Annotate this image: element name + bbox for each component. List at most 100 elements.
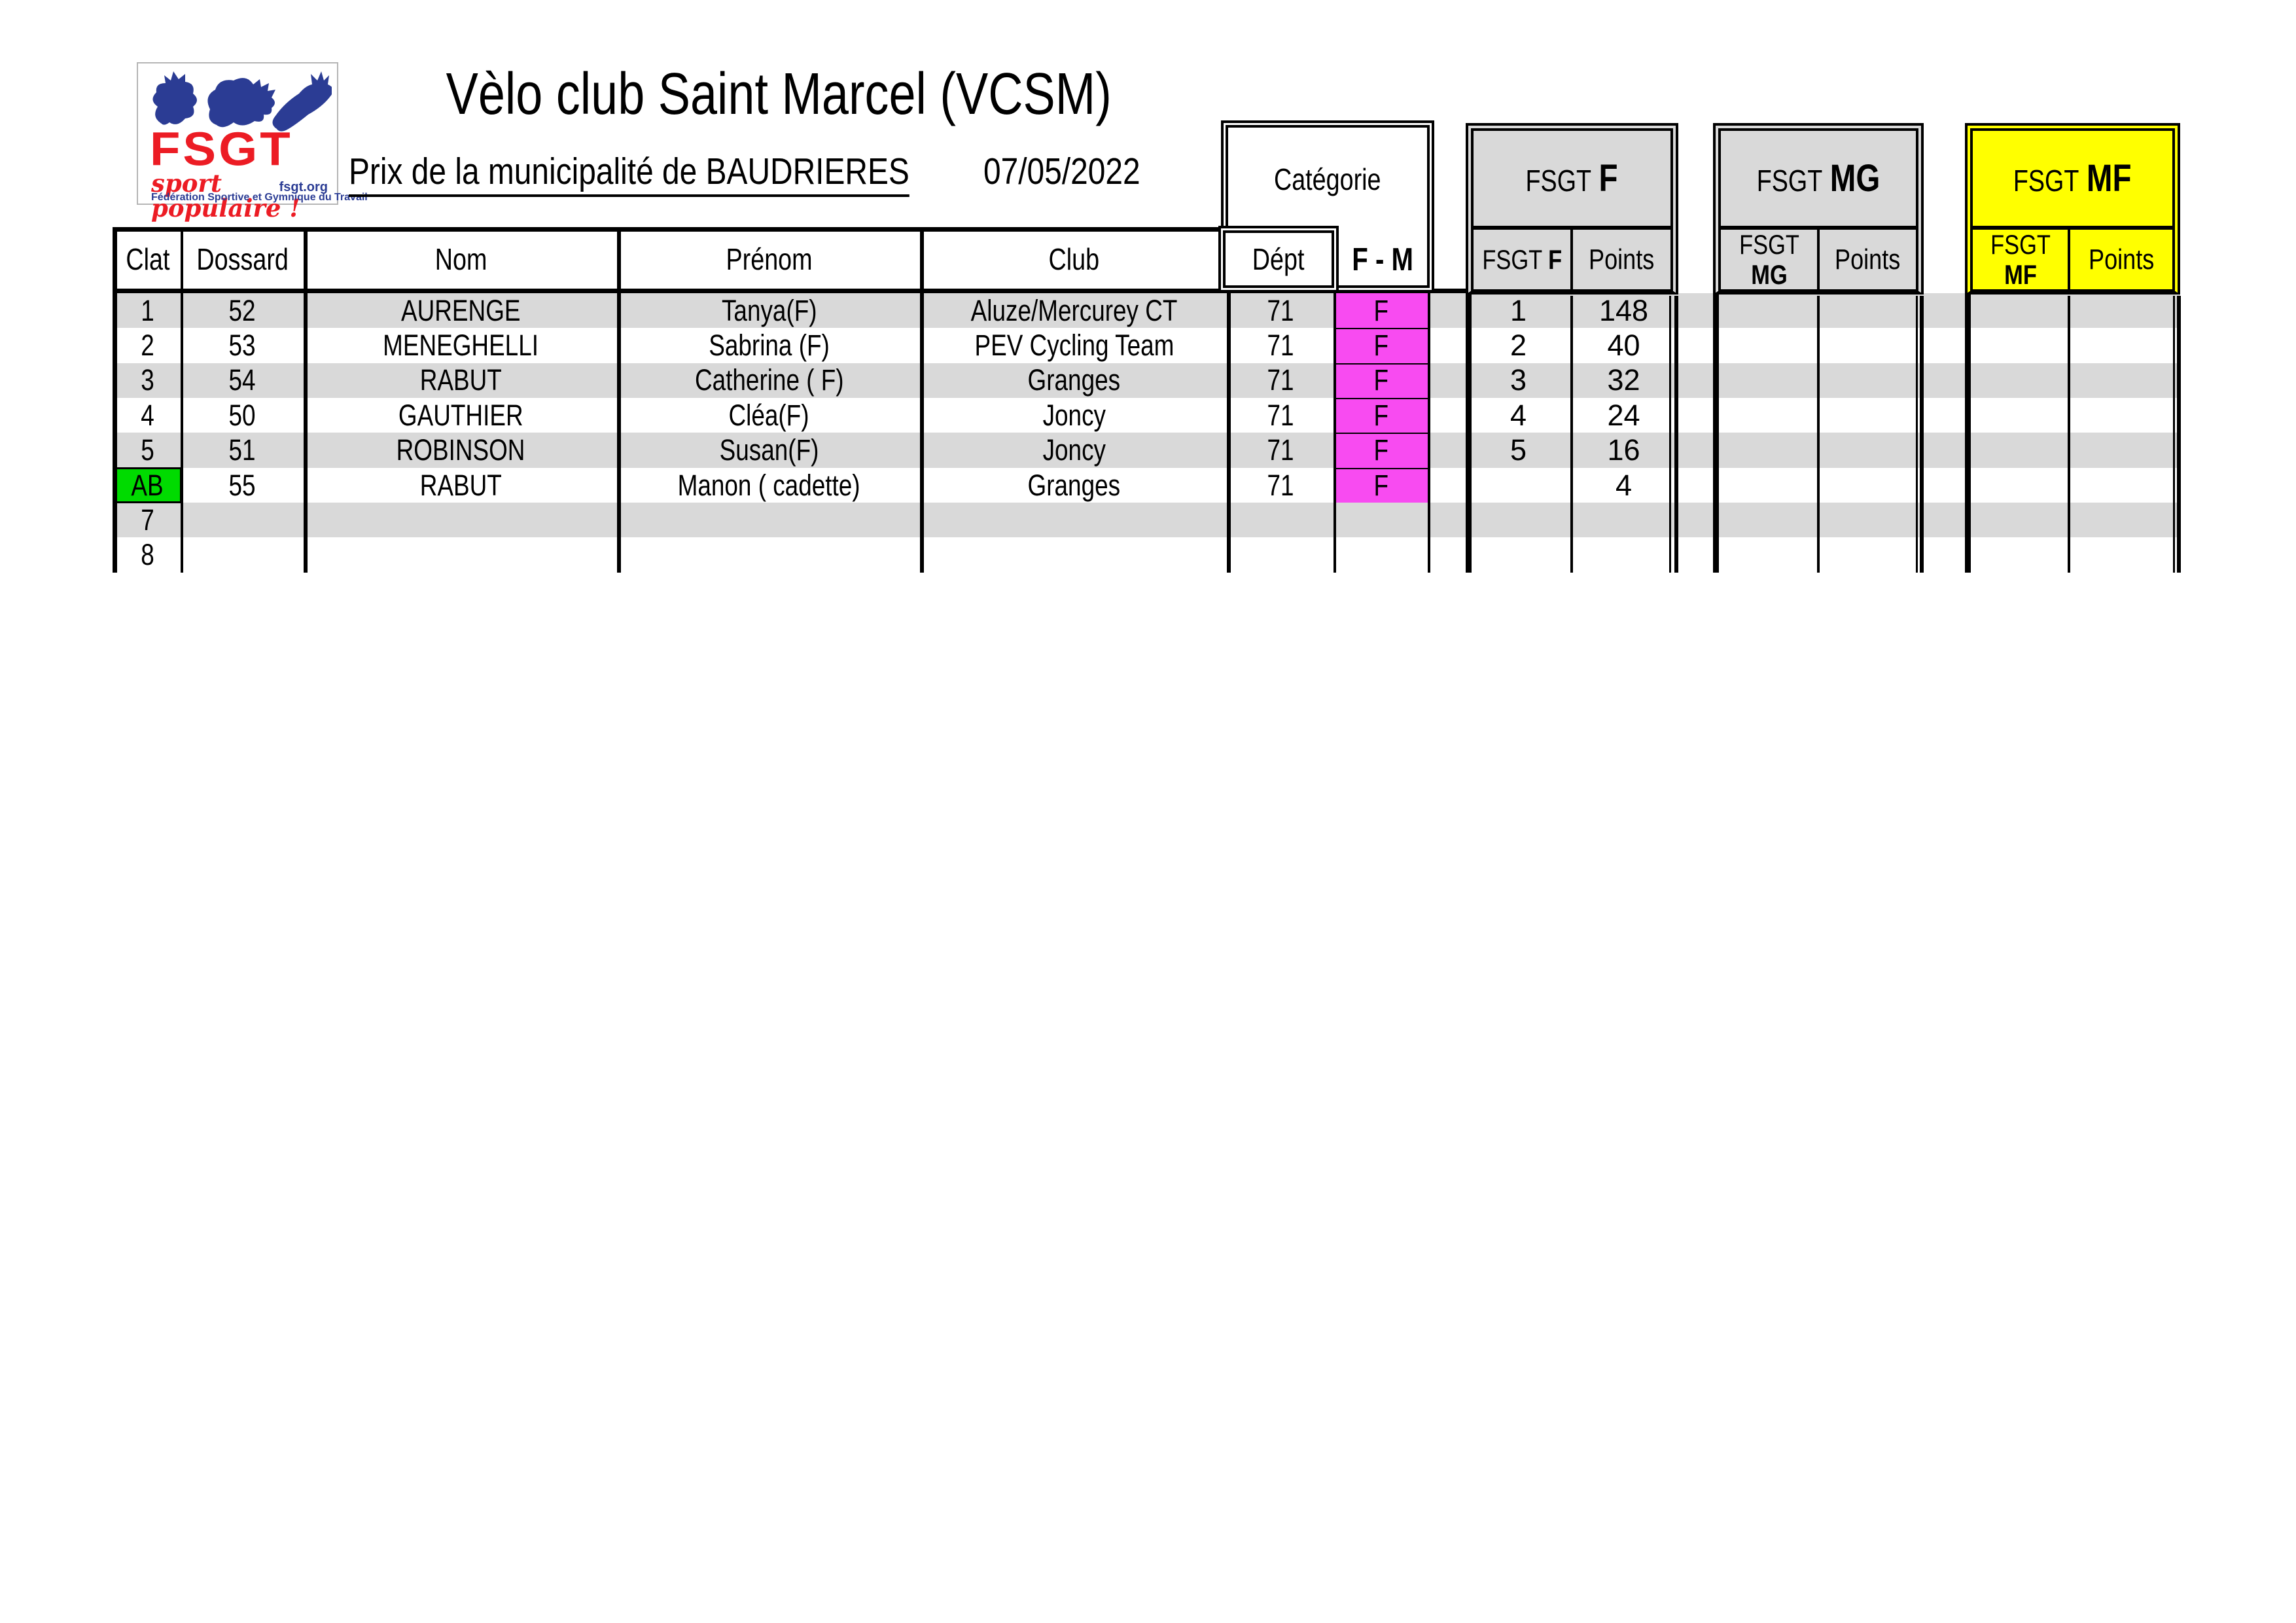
dept-header-text: Dépt bbox=[1252, 242, 1305, 276]
clat-cell: 2 bbox=[141, 329, 154, 363]
row-stripe bbox=[115, 503, 2180, 537]
box-divider bbox=[1721, 226, 1916, 230]
fsgt-mf-points-header: Points bbox=[2070, 230, 2172, 289]
event-date-text: 07/05/2022 bbox=[983, 151, 1140, 192]
fm-cell: F bbox=[1373, 433, 1389, 467]
event-title-text: Prix de la municipalité de BAUDRIERES bbox=[349, 152, 910, 197]
ab-status-highlight bbox=[115, 467, 182, 503]
grid-line-vertical bbox=[1669, 296, 1671, 573]
box-column-divider bbox=[2068, 230, 2070, 289]
grid-line-vertical bbox=[920, 227, 924, 573]
fsgt-f-points-cell: 16 bbox=[1607, 433, 1640, 467]
box-title-category: F bbox=[1598, 157, 1619, 200]
box-column-divider bbox=[1817, 230, 1820, 289]
header-label: Club bbox=[1048, 241, 1100, 276]
fsgt-mf-rank-header: FSGT MF bbox=[1973, 228, 2068, 290]
fm-cell: F bbox=[1373, 293, 1389, 327]
grid-line-vertical bbox=[1428, 293, 1430, 573]
category-title-text: Catégorie bbox=[1274, 162, 1381, 196]
fm-cell bbox=[1334, 503, 1428, 537]
box-divider bbox=[1474, 226, 1670, 230]
points-header-text: Points bbox=[1589, 243, 1655, 276]
header-label: Prénom bbox=[726, 241, 813, 276]
grid-line-vertical bbox=[1227, 227, 1231, 573]
cell-divider bbox=[1336, 363, 1428, 365]
fsgt-f-rank-cell bbox=[1466, 503, 1571, 537]
fm-header-text: F - M bbox=[1352, 242, 1414, 277]
fm-cell: F bbox=[1373, 329, 1389, 363]
fsgt-f-rank-cell: 4 bbox=[1510, 398, 1527, 432]
clat-cell: 3 bbox=[141, 363, 154, 397]
fsgt-mf-box: FSGT MF FSGT MF Points bbox=[1965, 123, 2180, 294]
grid-line-vertical bbox=[1817, 296, 1820, 573]
club-cell: Joncy bbox=[1042, 433, 1106, 467]
nom-cell: ROBINSON bbox=[397, 433, 525, 467]
clat-cell: 5 bbox=[141, 433, 154, 467]
page-title: Vèlo club Saint Marcel (VCSM) bbox=[366, 63, 1191, 126]
dossard-cell: 55 bbox=[228, 468, 256, 502]
points-header-text: Points bbox=[2088, 243, 2155, 276]
prenom-cell: Tanya(F) bbox=[721, 293, 817, 327]
dossard-cell: 50 bbox=[228, 398, 256, 432]
fsgt-f-points-cell: 4 bbox=[1615, 468, 1633, 502]
grid-line-vertical bbox=[1466, 293, 1472, 573]
fm-cell: F bbox=[1373, 363, 1389, 397]
fsgt-f-rank-cell bbox=[1466, 468, 1571, 503]
dept-cell: 71 bbox=[1267, 398, 1295, 432]
rank-header-fsgt: FSGT bbox=[1990, 228, 2051, 260]
grid-line-vertical bbox=[2173, 296, 2175, 573]
fsgt-mg-points-header: Points bbox=[1820, 230, 1916, 289]
grid-line-vertical bbox=[113, 227, 117, 573]
logo-website: fsgt.org bbox=[279, 180, 328, 194]
category-box-title: Catégorie bbox=[1228, 162, 1427, 197]
nom-cell bbox=[304, 503, 618, 537]
fsgt-f-rank-cell: 5 bbox=[1510, 433, 1527, 467]
dossard-cell: 51 bbox=[228, 433, 256, 467]
fsgt-mf-box-title: FSGT MF bbox=[1973, 131, 2172, 226]
grid-line-vertical bbox=[181, 227, 183, 573]
prenom-cell: Manon ( cadette) bbox=[678, 468, 860, 502]
dept-cell bbox=[1227, 503, 1334, 537]
fsgt-f-points-cell: 32 bbox=[1607, 363, 1640, 397]
fsgt-logo-box: FSGT sport populaire ! fsgt.org Fédérati… bbox=[137, 62, 368, 221]
grid-line-vertical bbox=[1916, 296, 1918, 573]
points-header-text: Points bbox=[1835, 243, 1901, 276]
fsgt-f-points-cell: 24 bbox=[1607, 398, 1640, 432]
dept-cell: 71 bbox=[1267, 293, 1295, 327]
fsgt-f-points-cell: 40 bbox=[1607, 329, 1640, 363]
rank-header-category: MF bbox=[2004, 259, 2037, 290]
dossard-cell bbox=[181, 503, 304, 537]
rank-header-category: MG bbox=[1750, 259, 1788, 290]
page-title-text: Vèlo club Saint Marcel (VCSM) bbox=[446, 62, 1112, 127]
event-date: 07/05/2022 bbox=[983, 152, 1170, 191]
fm-category-highlight bbox=[1336, 293, 1428, 503]
club-cell: PEV Cycling Team bbox=[974, 329, 1174, 363]
header-cell-dossard: Dossard bbox=[181, 229, 304, 289]
box-title-fsgt: FSGT bbox=[1756, 164, 1823, 198]
prenom-cell bbox=[618, 538, 921, 573]
clat-cell-ab: AB bbox=[131, 468, 164, 502]
grid-line-vertical bbox=[304, 227, 308, 573]
grid-line-vertical bbox=[2177, 296, 2181, 573]
box-title-fsgt: FSGT bbox=[2013, 164, 2079, 198]
prenom-cell: Catherine ( F) bbox=[694, 363, 844, 397]
fsgt-f-points-cell: 148 bbox=[1598, 293, 1649, 327]
row-stripe bbox=[115, 433, 2180, 468]
rank-header-fsgt: FSGT bbox=[1482, 243, 1542, 275]
clat-cell: 7 bbox=[141, 503, 154, 537]
fsgt-f-rank-cell bbox=[1466, 538, 1571, 573]
box-title-category: MF bbox=[2087, 157, 2132, 200]
clat-cell: 4 bbox=[141, 398, 154, 432]
nom-cell: RABUT bbox=[419, 468, 503, 502]
dept-cell: 71 bbox=[1267, 468, 1295, 502]
nom-cell bbox=[304, 538, 618, 573]
header-cell-club: Club bbox=[921, 229, 1227, 289]
fsgt-mg-box: FSGT MG FSGT MG Points bbox=[1713, 123, 1924, 294]
box-divider bbox=[1973, 226, 2172, 230]
header-cell-clat: Clat bbox=[115, 229, 181, 289]
fm-cell bbox=[1334, 538, 1428, 573]
fm-cell: F bbox=[1373, 468, 1389, 502]
box-column-divider bbox=[1570, 230, 1573, 289]
event-title: Prix de la municipalité de BAUDRIERES bbox=[349, 152, 1016, 197]
